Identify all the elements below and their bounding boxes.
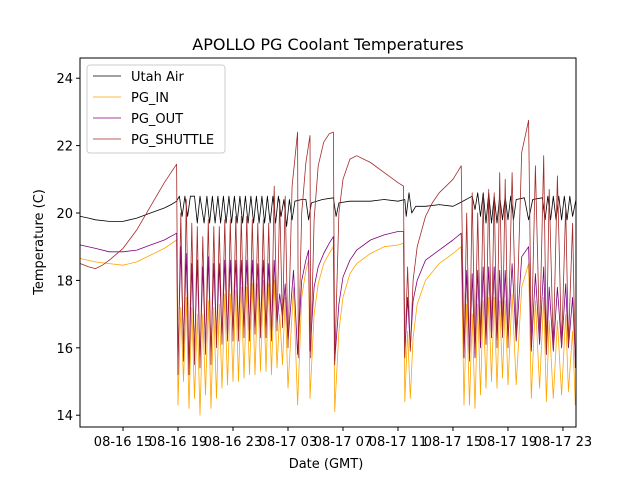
y-tick-label: 14 [56,409,73,424]
x-tick-label: 08-16 23 [204,435,262,450]
x-tick-label: 08-17 07 [314,435,372,450]
series-line-pg-shuttle [80,119,576,376]
plot-frame [79,57,577,428]
y-axis: 14 16 18 20 22 24 [56,72,80,424]
x-axis-label: Date (GMT) [289,457,364,472]
chart-title: APOLLO PG Coolant Temperatures [192,35,463,54]
y-tick-label: 16 [56,342,73,357]
series-line-pg-in [80,239,576,416]
y-tick-label: 22 [56,140,73,155]
legend-label-pg-shuttle: PG_SHUTTLE [131,133,214,148]
y-tick-label: 20 [56,207,73,222]
x-tick-label: 08-17 23 [534,435,592,450]
y-axis-label: Temperature (C) [32,189,47,296]
x-tick-label: 08-16 15 [94,435,152,450]
legend: Utah Air PG_IN PG_OUT PG_SHUTTLE [86,64,226,154]
x-tick-label: 08-17 11 [369,435,427,450]
legend-label-pg-in: PG_IN [131,91,169,106]
legend-box [86,64,226,154]
x-tick-label: 08-17 19 [479,435,537,450]
series-layer [80,119,576,416]
x-tick-label: 08-17 03 [259,435,317,450]
y-tick-label: 24 [56,72,73,87]
y-tick-label: 18 [56,274,73,289]
x-tick-label: 08-17 15 [424,435,482,450]
x-tick-label: 08-16 19 [149,435,207,450]
legend-label-utah-air: Utah Air [131,70,184,85]
legend-label-pg-out: PG_OUT [131,112,183,127]
